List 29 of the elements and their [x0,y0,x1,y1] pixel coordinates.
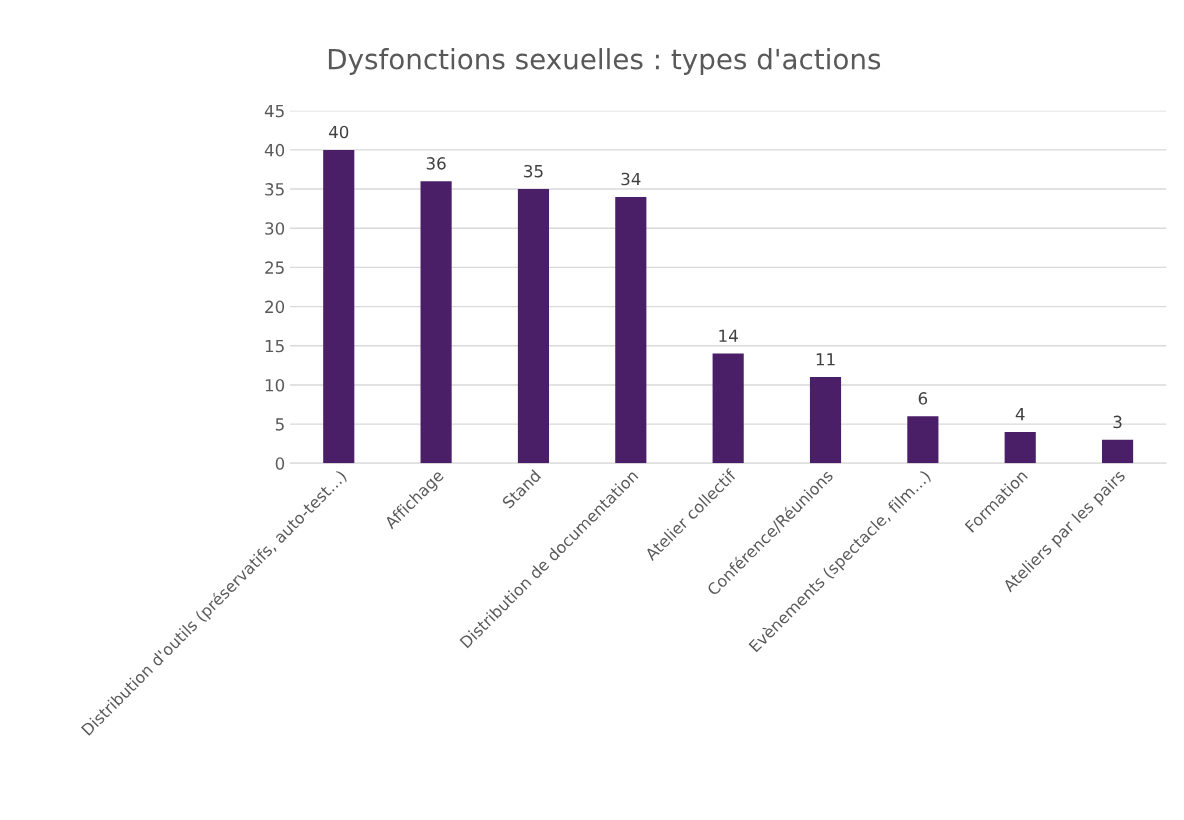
bar [1101,439,1134,464]
y-tick-label: 40 [264,143,285,157]
y-tick-label: 35 [265,183,284,196]
y-tick-label: 30 [265,222,285,235]
y-tick-label: 45 [264,104,284,118]
bar [907,416,939,464]
data-label: 6 [918,392,928,405]
bar [809,377,842,464]
bar [615,196,647,464]
bar [1004,431,1036,464]
bar [323,149,355,464]
chart-title: Dysfonctions sexuelles : types d'actions [328,48,881,75]
data-label: 3 [1113,415,1122,429]
data-label: 35 [524,164,543,178]
bar [420,181,452,464]
bar [712,353,744,464]
data-label: 14 [719,329,738,342]
data-label: 34 [621,172,641,186]
y-tick-label: 25 [265,261,284,274]
bar [517,189,550,464]
data-label: 40 [328,125,349,139]
y-tick-label: 5 [275,418,284,431]
data-label: 36 [426,157,446,170]
data-label: 11 [816,353,835,366]
y-tick-label: 10 [265,378,285,392]
data-label: 4 [1015,408,1025,421]
y-tick-label: 20 [265,300,285,314]
y-tick-label: 0 [275,457,285,470]
y-tick-label: 15 [265,339,284,353]
